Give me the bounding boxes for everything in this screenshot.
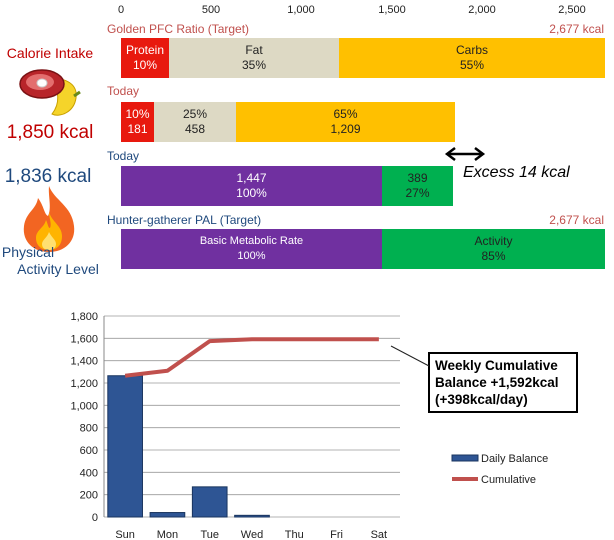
y-tick-label: 1,000 [70,400,98,412]
daily-balance-bar [191,486,228,518]
excess-label: Excess 14 kcal [463,164,570,181]
pal-title: Hunter-gatherer PAL (Target) [107,213,262,227]
today-bmr-pct: 100% [236,186,267,200]
y-tick-label: 1,800 [70,311,98,323]
today-carbs-pct: 65% [333,107,358,121]
x-tick-label: Wed [241,529,263,540]
cumulative-line [124,337,379,378]
daily-balance-bar [107,375,143,518]
y-tick-label: 1,600 [70,333,98,345]
x-tick-label: Thu [285,529,304,540]
today-bmr-segment: 1,447 100% [121,166,382,206]
excess-arrow-icon [443,145,487,163]
today-bmr-kcal: 1,447 [236,171,267,185]
pfc-title: Golden PFC Ratio (Target) [107,22,250,36]
pal-activity-segment: Activity 85% [382,229,605,269]
today-fat-pct: 25% [182,107,208,121]
today-protein-pct: 10% [125,107,150,121]
x-tick-label: Sun [115,529,135,540]
pal-total: 2,677 kcal [549,213,604,227]
expenditure-value: 1,836 kcal [4,166,92,187]
calorie-intake-label: Calorie Intake [6,45,94,61]
pfc-carbs-segment: Carbs 55% [339,38,605,78]
callout-line-2: Balance +1,592kcal [435,375,559,390]
today-carbs-segment: 65% 1,209 [236,102,455,142]
pfc-fat-value: 35% [241,58,267,72]
top-axis-tick: 0 [117,4,125,16]
today-fat-segment: 25% 458 [154,102,236,142]
today-activity-kcal: 389 [407,171,428,185]
flame-icon [18,184,80,254]
pal-bmr-label: Basic Metabolic Rate [199,235,304,247]
x-tick-label: Sat [371,529,388,540]
today-protein-segment: 10% 181 [121,102,154,142]
y-tick-label: 1,200 [70,378,98,390]
meat-and-banana-icon [14,64,86,120]
x-tick-label: Mon [157,529,178,540]
top-axis-tick: 2,500 [558,4,586,16]
pfc-total: 2,677 kcal [549,22,604,36]
today-activity-segment: 389 27% [382,166,453,206]
daily-balance-bar [149,512,186,518]
legend-line-label: Cumulative [481,474,536,486]
top-axis-tick: 1,500 [378,4,406,16]
y-tick-label: 800 [80,423,98,435]
pal-label-2: Activity Level [17,261,99,277]
today-intake-label: Today [107,84,140,98]
intake-value: 1,850 kcal [6,122,94,143]
top-axis-tick: 500 [201,4,221,16]
top-axis: 0 500 1,000 1,500 2,000 2,500 [0,0,614,20]
legend-bar-swatch [451,454,479,462]
today-carbs-kcal: 1,209 [330,122,361,136]
x-tick-label: Fri [330,529,343,540]
top-axis-tick: 1,000 [287,4,315,16]
top-axis-tick: 2,000 [468,4,496,16]
y-tick-label: 200 [80,490,98,502]
pfc-fat-segment: Fat 35% [169,38,339,78]
today-fat-kcal: 458 [184,122,206,136]
y-tick-label: 1,400 [70,356,98,368]
callout-line-1: Weekly Cumulative [435,358,558,373]
y-tick-label: 400 [80,467,98,479]
pfc-protein-label: Protein [125,43,165,57]
legend-bar-label: Daily Balance [481,453,548,465]
pfc-fat-label: Fat [245,43,263,57]
pal-activity-label: Activity [474,234,513,248]
callout-pointer [390,345,430,367]
pal-activity-value: 85% [481,249,506,263]
pfc-protein-value: 10% [132,58,158,72]
pfc-carbs-value: 55% [459,58,485,72]
pal-bmr-value: 100% [237,250,266,262]
today-activity-pct: 27% [405,186,430,200]
y-tick-label: 600 [80,445,98,457]
weekly-summary-callout: Weekly Cumulative Balance +1,592kcal (+3… [428,352,578,413]
pfc-carbs-label: Carbs [455,43,488,57]
today-protein-kcal: 181 [127,122,148,136]
pfc-protein-segment: Protein 10% [121,38,169,78]
callout-line-3: (+398kcal/day) [435,392,528,407]
pal-label-1: Physical [1,244,55,260]
weekly-balance-chart: 0 200 400 600 800 1,000 1,200 1,400 1,600 1,800 S… [70,311,548,540]
x-tick-label: Tue [200,529,219,540]
daily-balance-bar [234,514,270,518]
pal-bmr-segment: Basic Metabolic Rate 100% [121,229,382,269]
today-expenditure-label: Today [107,149,140,163]
y-tick-label: 0 [92,512,98,524]
